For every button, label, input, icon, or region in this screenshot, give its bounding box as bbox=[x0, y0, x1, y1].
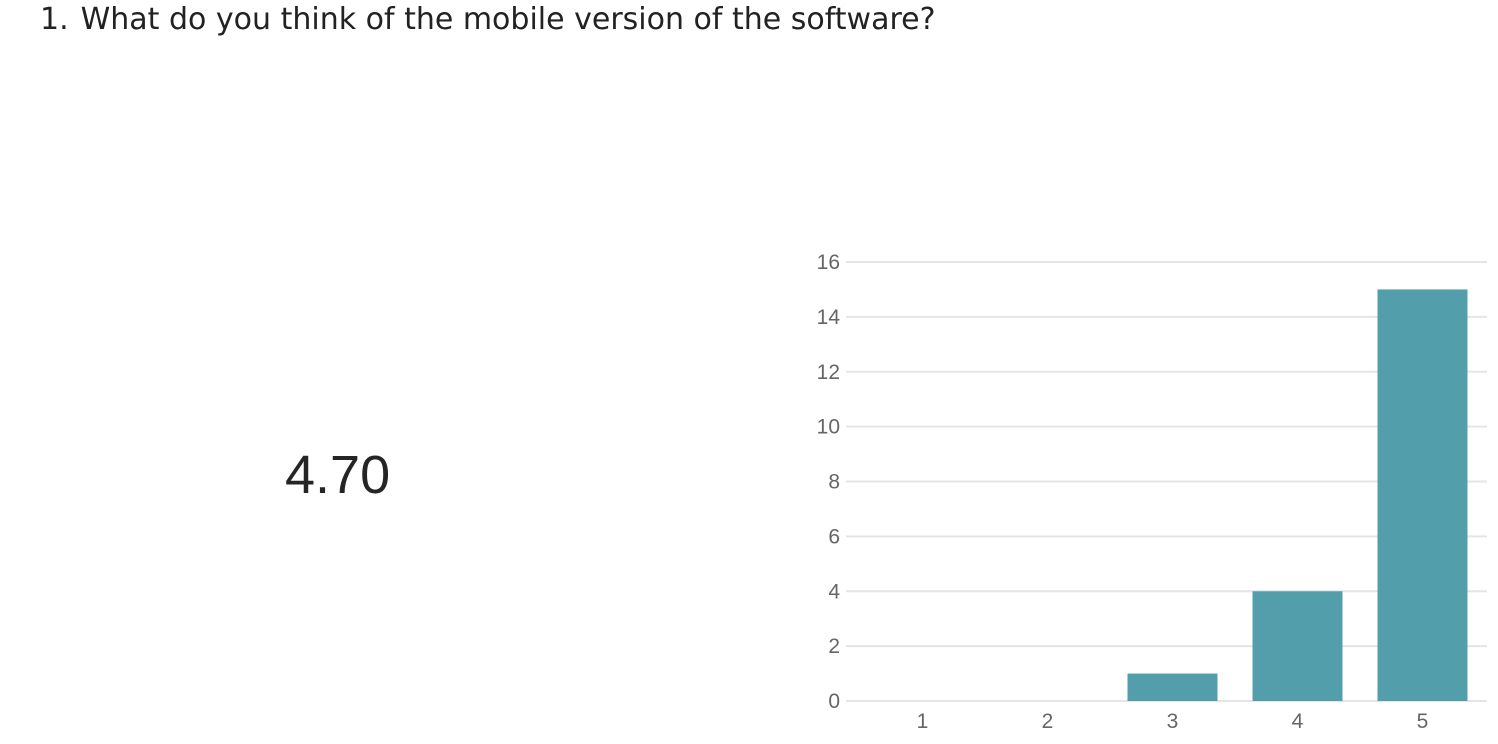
bar-5 bbox=[1377, 289, 1468, 701]
x-tick-label: 2 bbox=[1042, 710, 1054, 733]
y-tick-label: 6 bbox=[828, 525, 840, 548]
y-tick-label: 2 bbox=[828, 635, 840, 658]
bar-3 bbox=[1127, 673, 1218, 701]
y-tick-label: 14 bbox=[817, 306, 841, 329]
chart-bars bbox=[1127, 289, 1468, 701]
x-tick-label: 5 bbox=[1417, 710, 1429, 733]
chart-y-axis: 0 2 4 6 8 10 12 14 16 bbox=[817, 251, 841, 713]
y-tick-label: 16 bbox=[817, 251, 840, 274]
y-tick-label: 0 bbox=[828, 690, 840, 713]
question-number: 1. bbox=[40, 2, 69, 37]
x-tick-label: 3 bbox=[1167, 710, 1179, 733]
question-text: What do you think of the mobile version … bbox=[80, 2, 936, 37]
average-score: 4.70 bbox=[285, 445, 391, 505]
question-heading: 1. What do you think of the mobile versio… bbox=[40, 2, 936, 37]
x-tick-label: 1 bbox=[917, 710, 929, 733]
y-tick-label: 8 bbox=[828, 471, 840, 494]
chart-x-axis: 1 2 3 4 5 bbox=[917, 710, 1429, 733]
y-tick-label: 12 bbox=[817, 361, 840, 384]
bar-4 bbox=[1252, 591, 1343, 701]
x-tick-label: 4 bbox=[1292, 710, 1304, 733]
y-tick-label: 10 bbox=[817, 416, 840, 439]
y-tick-label: 4 bbox=[828, 580, 840, 603]
